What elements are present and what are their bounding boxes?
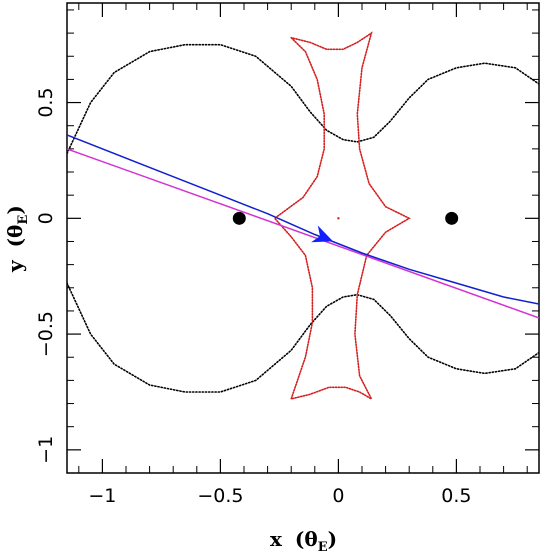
trajectory-line — [67, 134, 539, 305]
curves — [67, 31, 539, 401]
lens-point — [232, 211, 246, 225]
tick-labels: −1 −0.5 0 0.5 −1 −0.5 0 0.5 — [35, 87, 472, 507]
caustic-curve — [273, 31, 411, 401]
x-tick-label: 0.5 — [441, 485, 471, 507]
lens-point — [445, 211, 459, 225]
marks — [232, 211, 459, 243]
y-tick-label: −0.5 — [35, 311, 57, 357]
x-tick-label: −0.5 — [197, 485, 243, 507]
x-tick-label: −1 — [88, 485, 116, 507]
trajectory-line — [67, 148, 539, 319]
critical-curve-upper — [67, 43, 539, 155]
axis-ticks — [67, 3, 539, 474]
y-tick-label: 0 — [35, 212, 57, 224]
y-tick-label: −1 — [35, 436, 57, 464]
critical-curve-lower — [67, 282, 539, 393]
y-axis-title: y (θE) — [3, 205, 31, 273]
direction-arrow — [311, 225, 333, 243]
y-tick-label: 0.5 — [35, 87, 57, 117]
caustic-center-dot — [337, 217, 340, 220]
plot-frame — [66, 2, 540, 474]
x-axis-title: x (θE) — [270, 527, 337, 555]
x-tick-label: 0 — [332, 485, 344, 507]
